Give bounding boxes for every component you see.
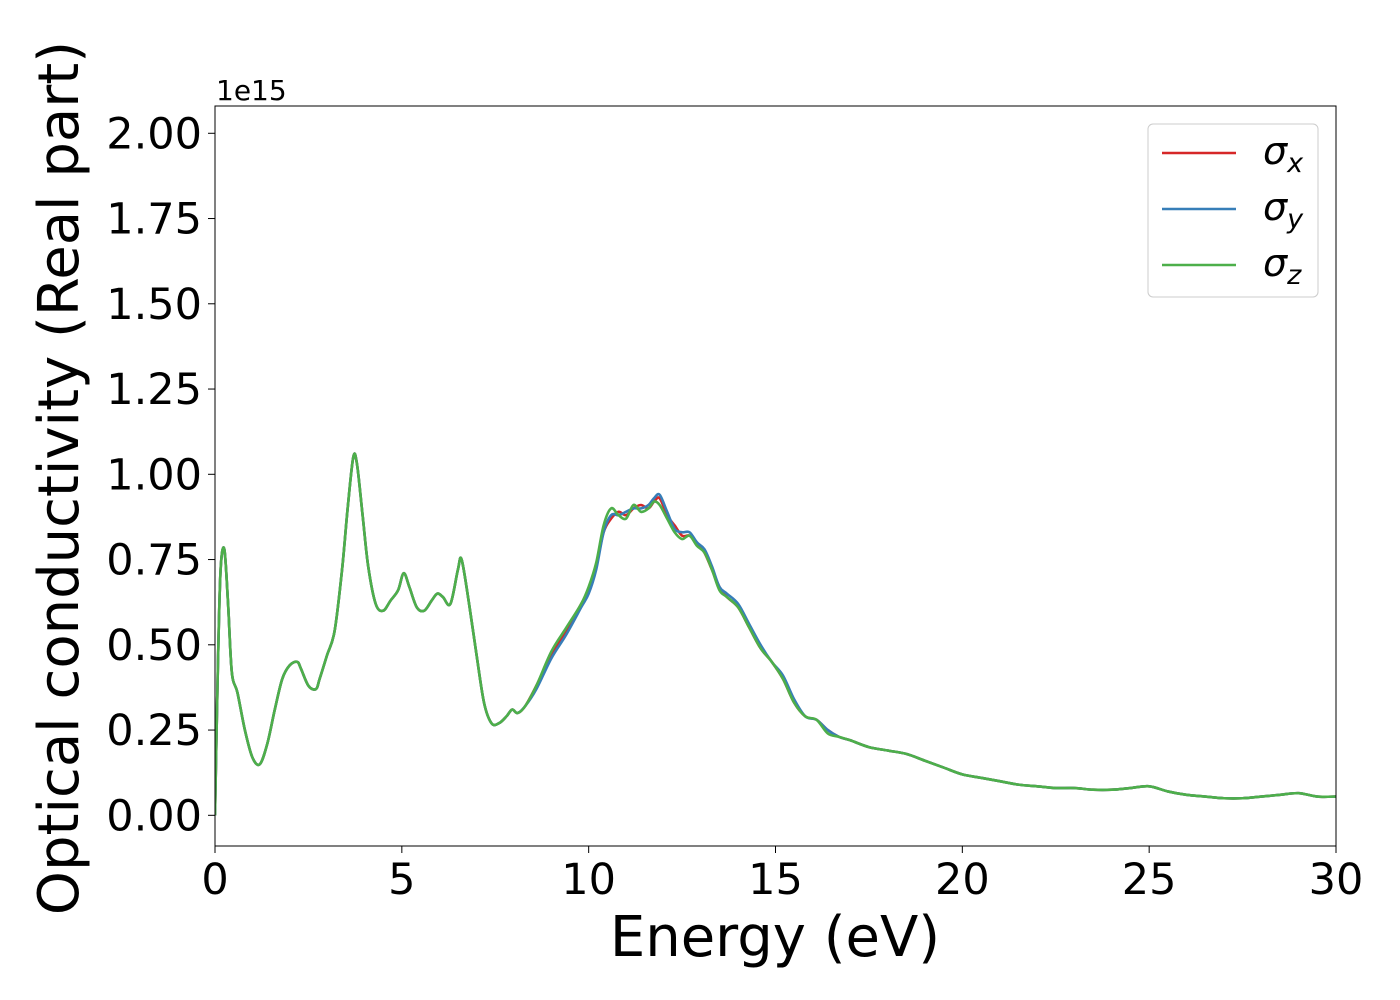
- legend-box: [1147, 123, 1319, 298]
- y-tick-label: 0.50: [106, 621, 202, 671]
- y-tick-label: 1.25: [106, 365, 202, 415]
- y-tick-label: 0.75: [106, 536, 202, 586]
- legend-label-x: σx: [1263, 129, 1304, 179]
- y-tick-label: 0.25: [106, 706, 202, 756]
- y-tick-label: 2.00: [106, 109, 202, 159]
- x-axis-label: Energy (eV): [610, 905, 940, 970]
- x-tick-label: 10: [561, 855, 616, 905]
- x-tick-label: 0: [201, 855, 228, 905]
- series-layer: [215, 452, 1336, 816]
- series-line-z: [215, 452, 1336, 816]
- y-tick-label: 1.50: [106, 280, 202, 330]
- x-tick-label: 20: [935, 855, 990, 905]
- axes-layer: 0 5 10 15 20 25 30 0.00 0.25 0.50 0.75 1.00 1.25 1.50…: [106, 105, 1364, 905]
- x-tick-label: 30: [1309, 855, 1364, 905]
- y-tick-label: 0.00: [106, 791, 202, 841]
- legend-subscript-z: z: [1286, 260, 1302, 291]
- y-axis-offset-label: 1e15: [216, 74, 287, 107]
- x-tick-label: 5: [388, 855, 415, 905]
- x-tick-label: 15: [748, 855, 803, 905]
- x-tick-label: 25: [1122, 855, 1177, 905]
- y-axis-label: Optical conductivity (Real part): [27, 41, 92, 915]
- legend-subscript-x: x: [1286, 148, 1304, 179]
- y-tick-label: 1.75: [106, 195, 202, 245]
- legend-subscript-y: y: [1286, 204, 1304, 235]
- y-tick-label: 1.00: [106, 450, 202, 500]
